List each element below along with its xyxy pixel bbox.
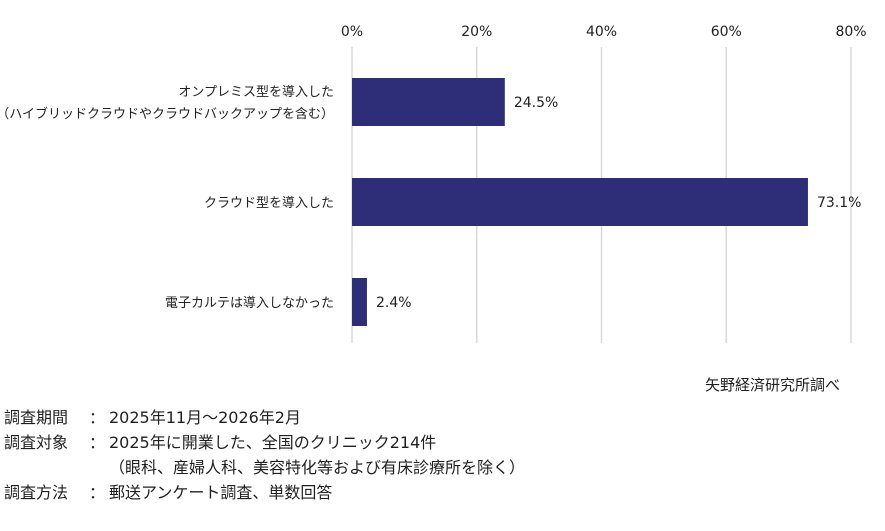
x-tick-label: 60% xyxy=(711,24,742,40)
category-label: クラウド型を導入した xyxy=(204,196,334,211)
x-tick-label: 40% xyxy=(586,24,617,40)
x-tick-label: 80% xyxy=(835,24,866,40)
category-label: オンプレミス型を導入した xyxy=(178,85,334,100)
note-method: 調査方法 ： 郵送アンケート調査、単数回答 xyxy=(4,480,525,505)
note-value: 2025年11月～2026年2月 xyxy=(109,408,301,427)
data-label: 24.5% xyxy=(514,95,558,111)
category-label: 電子カルテは導入しなかった xyxy=(165,296,334,311)
note-target-continued: （眼科、産婦人科、美容特化等および有床診療所を除く） xyxy=(4,455,525,480)
note-key: 調査期間 xyxy=(4,408,69,427)
bar xyxy=(352,178,808,226)
bar xyxy=(352,278,367,326)
source-credit: 矢野経済研究所調べ xyxy=(704,376,840,394)
note-target: 調査対象 ： 2025年に開業した、全国のクリニック214件 xyxy=(4,430,525,455)
category-labels: オンプレミス型を導入した （ハイブリッドクラウドやクラウドバックアップを含む） クラ… xyxy=(0,85,334,311)
note-value: （眼科、産婦人科、美容特化等および有床診療所を除く） xyxy=(109,458,526,477)
note-value: 郵送アンケート調査、単数回答 xyxy=(109,483,333,502)
data-label: 2.4% xyxy=(376,295,412,311)
x-tick-labels: 0% 20% 40% 60% 80% xyxy=(341,24,867,40)
bars xyxy=(352,78,808,326)
note-period: 調査期間 ： 2025年11月～2026年2月 xyxy=(4,405,525,430)
note-value: 2025年に開業した、全国のクリニック214件 xyxy=(109,433,437,452)
survey-notes: 調査期間 ： 2025年11月～2026年2月 調査対象 ： 2025年に開業し… xyxy=(4,405,525,505)
x-tick-label: 0% xyxy=(341,24,363,40)
note-key: 調査対象 xyxy=(4,433,69,452)
bar xyxy=(352,78,505,126)
category-label: （ハイブリッドクラウドやクラウドバックアップを含む） xyxy=(0,106,334,122)
data-labels: 24.5% 73.1% 2.4% xyxy=(376,95,861,311)
data-label: 73.1% xyxy=(817,195,861,211)
x-tick-label: 20% xyxy=(461,24,492,40)
bar-chart: 0% 20% 40% 60% 80% オンプレミス型を導入した （ハイブリッドクラウドやク… xyxy=(0,24,867,343)
note-key: 調査方法 xyxy=(4,483,69,502)
